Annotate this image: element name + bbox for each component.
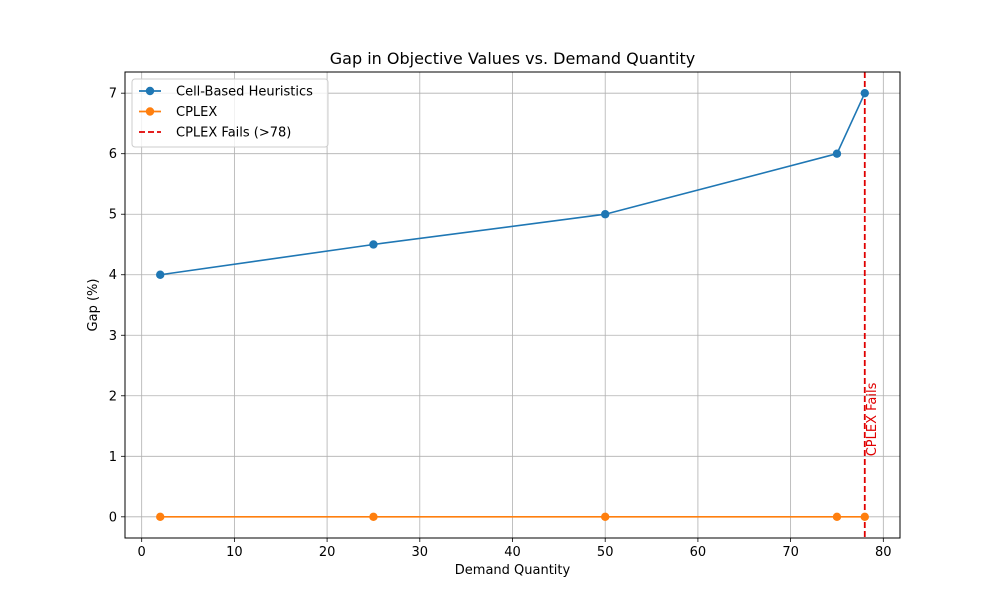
legend-label: Cell-Based Heuristics	[176, 85, 313, 100]
legend-entry: CPLEX Fails (>78)	[139, 126, 291, 141]
y-axis-label: Gap (%)	[86, 279, 101, 332]
legend-swatch-marker	[145, 86, 155, 96]
legend-label: CPLEX Fails (>78)	[176, 126, 291, 141]
legend-entry: Cell-Based Heuristics	[139, 85, 313, 100]
x-tick-label: 50	[597, 545, 614, 560]
data-point-cplex	[369, 512, 378, 522]
y-tick-label: 5	[109, 208, 117, 223]
legend-label: CPLEX	[176, 105, 217, 120]
legend-box	[131, 78, 329, 148]
y-tick-label: 7	[109, 87, 117, 102]
data-point-cplex	[832, 512, 842, 522]
x-tick-label: 0	[138, 545, 146, 560]
x-tick-label: 60	[690, 545, 707, 560]
legend-swatch-marker	[145, 107, 155, 116]
x-axis-label: Demand Quantity	[455, 563, 571, 578]
legend-entry: CPLEX	[139, 105, 217, 120]
y-tick-label: 6	[109, 147, 117, 162]
data-point-cplex	[860, 512, 869, 522]
legend-entries: Cell-Based Heuristics CPLEX CPLEX Fails (>…	[139, 85, 313, 141]
series-layer	[156, 88, 869, 522]
data-point-cplex	[601, 512, 610, 522]
x-tick-label: 10	[226, 545, 243, 560]
x-tick-label: 70	[782, 545, 799, 560]
grid-layer	[125, 72, 900, 538]
x-tick-label: 40	[504, 545, 521, 560]
y-tick-label: 2	[109, 389, 117, 404]
tick-layer: 0 10 20 30 40 50 60 70 80 0 1 2 3 4 5 6 7	[109, 87, 892, 560]
cplex-fails-annotation: CPLEX Fails	[865, 382, 880, 456]
data-point-cell-based-heuristics	[601, 210, 610, 219]
data-point-cplex	[156, 512, 165, 522]
data-point-cell-based-heuristics	[156, 270, 165, 279]
x-tick-label: 30	[412, 545, 429, 560]
x-tick-label: 20	[319, 545, 336, 560]
chart-title: Gap in Objective Values vs. Demand Quant…	[330, 49, 695, 68]
y-tick-label: 3	[109, 329, 117, 344]
data-point-cell-based-heuristics	[860, 88, 869, 98]
y-tick-label: 0	[109, 510, 117, 525]
y-tick-label: 1	[109, 450, 117, 465]
y-tick-label: 4	[109, 268, 117, 283]
x-tick-label: 80	[875, 545, 892, 560]
series-cplex	[156, 512, 869, 522]
series-cell-based-heuristics	[156, 88, 869, 279]
data-point-cell-based-heuristics	[832, 149, 842, 158]
data-point-cell-based-heuristics	[369, 240, 378, 249]
legend: Cell-Based Heuristics CPLEX CPLEX Fails (>…	[131, 78, 329, 148]
